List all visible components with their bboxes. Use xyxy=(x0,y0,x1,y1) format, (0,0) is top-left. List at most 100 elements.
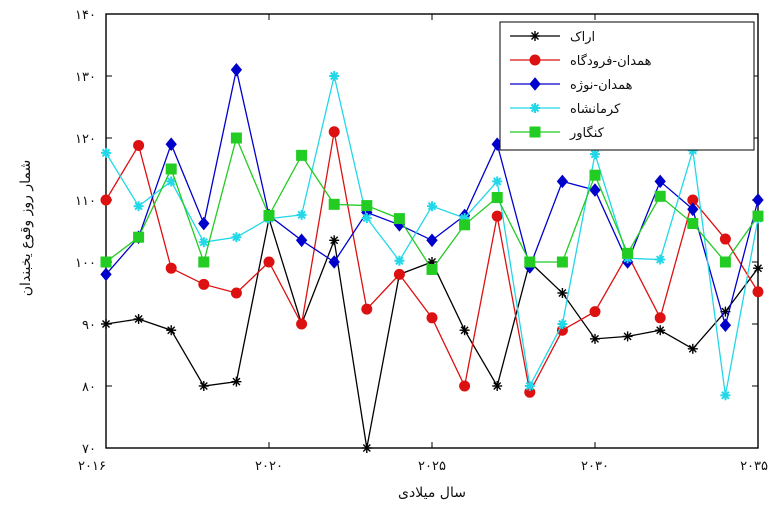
y-tick-label: ۸۰ xyxy=(82,380,96,395)
y-tick-label: ۱۴۰ xyxy=(75,8,96,23)
data-point xyxy=(198,278,210,290)
data-point xyxy=(165,137,177,151)
series-3 xyxy=(101,71,763,401)
data-point xyxy=(100,267,112,282)
data-point xyxy=(491,192,503,204)
data-point xyxy=(589,169,601,181)
data-point xyxy=(100,256,112,268)
data-point xyxy=(654,190,666,202)
data-point xyxy=(426,233,438,248)
data-point xyxy=(719,233,731,245)
x-tick-label: ۲۰۳۵ xyxy=(740,459,768,474)
data-point xyxy=(394,255,405,266)
x-tick-label: ۲۰۲۰ xyxy=(255,459,283,474)
data-point xyxy=(687,202,699,217)
x-axis-label: سال میلادی xyxy=(398,485,466,501)
data-point xyxy=(752,193,764,207)
legend-marker xyxy=(529,54,541,66)
data-point xyxy=(720,390,731,401)
data-point xyxy=(329,235,340,246)
data-point xyxy=(655,254,666,265)
data-point xyxy=(590,333,600,344)
data-point xyxy=(328,255,340,269)
data-point xyxy=(492,381,503,391)
data-point xyxy=(687,218,699,230)
data-point xyxy=(719,256,731,268)
data-point xyxy=(230,287,242,299)
data-point xyxy=(361,200,373,212)
legend-box xyxy=(499,21,755,151)
data-point xyxy=(296,149,308,161)
data-point xyxy=(133,139,145,151)
legend-label: همدان-نوژه xyxy=(570,78,633,93)
data-point xyxy=(752,286,764,298)
legend-marker xyxy=(530,103,540,113)
data-point xyxy=(459,219,471,231)
data-point xyxy=(655,325,666,336)
data-point xyxy=(296,209,307,220)
data-point xyxy=(165,262,177,274)
legend-label: همدان-فرودگاه xyxy=(570,53,652,69)
data-point xyxy=(328,126,340,138)
data-point xyxy=(166,176,177,187)
data-point xyxy=(622,247,634,259)
legend-label: اراک xyxy=(570,30,595,45)
data-point xyxy=(165,163,177,175)
data-point xyxy=(752,210,764,222)
data-point xyxy=(230,132,242,144)
data-point xyxy=(393,268,405,280)
data-point xyxy=(133,231,145,243)
data-point xyxy=(524,381,535,391)
x-tick-label: ۲۰۳۰ xyxy=(581,459,609,474)
data-point xyxy=(133,314,144,325)
data-point xyxy=(361,212,372,223)
y-axis-label: شمار روز وقوع یخبندان xyxy=(18,160,34,296)
data-point xyxy=(426,263,438,275)
data-point xyxy=(198,256,210,268)
legend-label: کنگاور xyxy=(569,125,605,141)
series-4 xyxy=(100,132,764,275)
data-point xyxy=(133,201,144,212)
data-point xyxy=(719,318,732,333)
data-point xyxy=(524,256,536,268)
y-tick-label: ۱۳۰ xyxy=(75,70,96,85)
data-point xyxy=(198,381,209,391)
data-point xyxy=(589,306,601,318)
data-point xyxy=(426,312,438,324)
data-point xyxy=(590,149,600,160)
data-point xyxy=(654,174,666,189)
data-point xyxy=(459,325,470,336)
data-point xyxy=(622,331,633,342)
data-point xyxy=(329,71,340,81)
y-tick-label: ۱۰۰ xyxy=(75,256,96,271)
y-tick-label: ۹۰ xyxy=(82,318,96,333)
data-point xyxy=(557,288,568,298)
data-point xyxy=(753,263,763,274)
data-point xyxy=(263,256,275,268)
data-point xyxy=(166,325,177,336)
data-point xyxy=(328,198,340,210)
data-point xyxy=(198,216,210,231)
y-tick-label: ۱۱۰ xyxy=(75,194,96,209)
data-point xyxy=(361,443,372,453)
data-point xyxy=(361,303,373,315)
data-point xyxy=(198,237,209,248)
data-point xyxy=(231,232,242,243)
data-point xyxy=(100,194,112,206)
data-point xyxy=(654,312,666,324)
data-point xyxy=(557,319,568,329)
data-point xyxy=(427,201,437,212)
x-tick-label: ۲۰۲۵ xyxy=(418,459,446,474)
data-point xyxy=(393,213,405,225)
data-point xyxy=(556,174,569,189)
data-point xyxy=(491,210,503,222)
legend-marker xyxy=(530,31,540,41)
legend-label: کرمانشاه xyxy=(570,102,621,117)
data-point xyxy=(556,256,568,268)
data-point xyxy=(295,233,308,248)
series-1 xyxy=(100,126,764,398)
data-point xyxy=(230,63,243,77)
data-point xyxy=(687,343,698,354)
